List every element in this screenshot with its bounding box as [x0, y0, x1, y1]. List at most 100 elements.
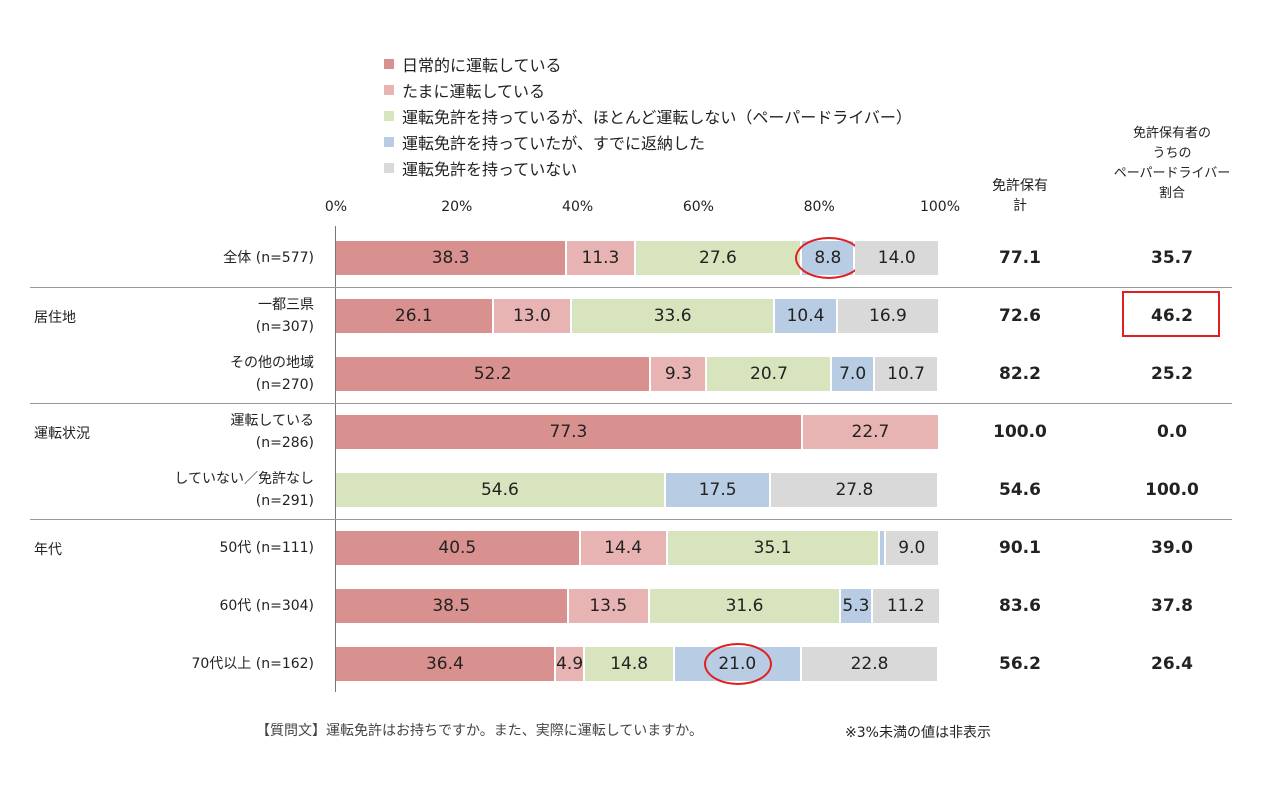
legend-label: 運転免許を持っていない	[402, 160, 578, 179]
row-label: していない／免許なし	[174, 471, 314, 487]
paper-ratio-value: 46.2	[1151, 306, 1193, 326]
legend-label: 日常的に運転している	[402, 56, 562, 75]
legend-swatch	[384, 85, 394, 95]
license-total-header: 免許保有 計	[992, 176, 1048, 216]
data-label: 10.7	[887, 364, 925, 384]
data-label: 38.3	[431, 248, 470, 268]
license-total-value: 90.1	[999, 538, 1041, 558]
bar-segment: 52.2	[336, 357, 652, 391]
y-axis-line	[335, 226, 336, 692]
data-label: 27.6	[699, 248, 737, 268]
footnote: ※3%未満の値は非表示	[845, 725, 991, 741]
bar-segment: 5.3	[840, 589, 873, 623]
legend-item: たまに運転している	[384, 78, 545, 102]
row-label-n: (n=307)	[255, 319, 314, 335]
data-label: 16.9	[869, 306, 907, 326]
row-label-n: (n=270)	[255, 377, 314, 393]
data-label: 14.0	[877, 248, 916, 268]
row-label: 70代以上 (n=162)	[191, 656, 314, 672]
legend-item: 運転免許を持っていたが、すでに返納した	[384, 130, 705, 154]
x-tick-label: 100%	[919, 199, 961, 215]
legend-label: 運転免許を持っているが、ほとんど運転しない（ペーパードライバー）	[402, 108, 912, 127]
row-label: 60代 (n=304)	[219, 598, 314, 614]
group-separator	[30, 519, 1232, 520]
x-tick-label: 20%	[441, 199, 473, 215]
data-label: 38.5	[432, 596, 471, 616]
legend-swatch	[384, 59, 394, 69]
data-label: 14.8	[610, 654, 649, 674]
data-label: 22.7	[851, 422, 890, 442]
paper-ratio-value: 25.2	[1151, 364, 1193, 384]
data-label: 11.3	[581, 248, 620, 268]
license-total-value: 54.6	[999, 480, 1041, 500]
bar-segment: 14.4	[580, 531, 668, 565]
data-label: 4.9	[556, 654, 584, 674]
data-label: 52.2	[473, 364, 512, 384]
data-label: 77.3	[549, 422, 588, 442]
bar-segment: 38.5	[336, 589, 569, 623]
data-label: 13.5	[589, 596, 628, 616]
data-label: 9.3	[664, 364, 692, 384]
bar-segment: 11.2	[872, 589, 941, 623]
bar-segment: 26.1	[336, 299, 494, 333]
header-line: うちの	[1152, 146, 1192, 161]
data-label: 40.5	[438, 538, 477, 558]
row-label: 一都三県	[258, 297, 314, 313]
license-total-value: 100.0	[993, 422, 1047, 442]
data-label: 17.5	[698, 480, 737, 500]
group-separator	[30, 403, 1232, 404]
group-label: 年代	[34, 542, 62, 558]
data-label: 22.8	[850, 654, 889, 674]
data-label: 11.2	[886, 596, 925, 616]
data-label: 14.4	[604, 538, 643, 558]
legend-label: 運転免許を持っていたが、すでに返納した	[402, 134, 706, 153]
data-label: 26.1	[394, 306, 433, 326]
bar-segment	[879, 531, 886, 565]
license-total-value: 72.6	[999, 306, 1041, 326]
bar-segment: 54.6	[336, 473, 666, 507]
highlight-circle	[704, 643, 773, 685]
bar-segment: 22.7	[802, 415, 940, 449]
bar-segment: 9.0	[885, 531, 940, 565]
bar-segment: 11.3	[567, 241, 636, 275]
header-line: ペーパードライバー	[1113, 166, 1231, 181]
legend-label: たまに運転している	[402, 82, 546, 101]
bar-segment: 10.4	[775, 299, 838, 333]
bar-segment: 16.9	[837, 299, 940, 333]
license-total-value: 82.2	[999, 364, 1041, 384]
legend-item: 運転免許を持っていない	[384, 156, 577, 180]
bar-segment: 10.7	[874, 357, 940, 391]
data-label: 35.1	[753, 538, 792, 558]
header-line: 計	[1013, 198, 1027, 214]
bar-segment: 27.6	[635, 241, 803, 275]
data-label: 27.8	[835, 480, 874, 500]
paper-ratio-value: 0.0	[1156, 422, 1188, 442]
question-text: 【質問文】運転免許はお持ちですか。また、実際に運転していますか。	[256, 723, 704, 739]
bar-segment: 14.0	[855, 241, 940, 275]
license-total-value: 77.1	[999, 248, 1041, 268]
bar-segment: 9.3	[651, 357, 708, 391]
bar-segment: 17.5	[665, 473, 772, 507]
bar-segment: 27.8	[771, 473, 940, 507]
row-label: 全体 (n=577)	[223, 250, 314, 266]
data-label: 36.4	[425, 654, 464, 674]
paper-ratio-value: 37.8	[1151, 596, 1193, 616]
bar-segment: 33.6	[572, 299, 776, 333]
data-label: 9.0	[898, 538, 926, 558]
x-tick-label: 60%	[682, 199, 714, 215]
highlight-box	[1122, 291, 1220, 337]
x-tick-label: 40%	[562, 199, 594, 215]
data-label: 13.0	[512, 306, 551, 326]
legend-item: 日常的に運転している	[384, 52, 562, 76]
legend-swatch	[384, 137, 394, 147]
data-label: 54.6	[480, 480, 519, 500]
data-label: 33.6	[653, 306, 692, 326]
bar-segment: 20.7	[707, 357, 833, 391]
bar-segment: 38.3	[336, 241, 568, 275]
data-label: 5.3	[842, 596, 870, 616]
data-label: 20.7	[750, 364, 788, 384]
bar-segment: 4.9	[555, 647, 586, 681]
bar-segment: 40.5	[336, 531, 581, 565]
paper-ratio-header: 免許保有者の うちの ペーパードライバー 割合	[1114, 124, 1231, 204]
